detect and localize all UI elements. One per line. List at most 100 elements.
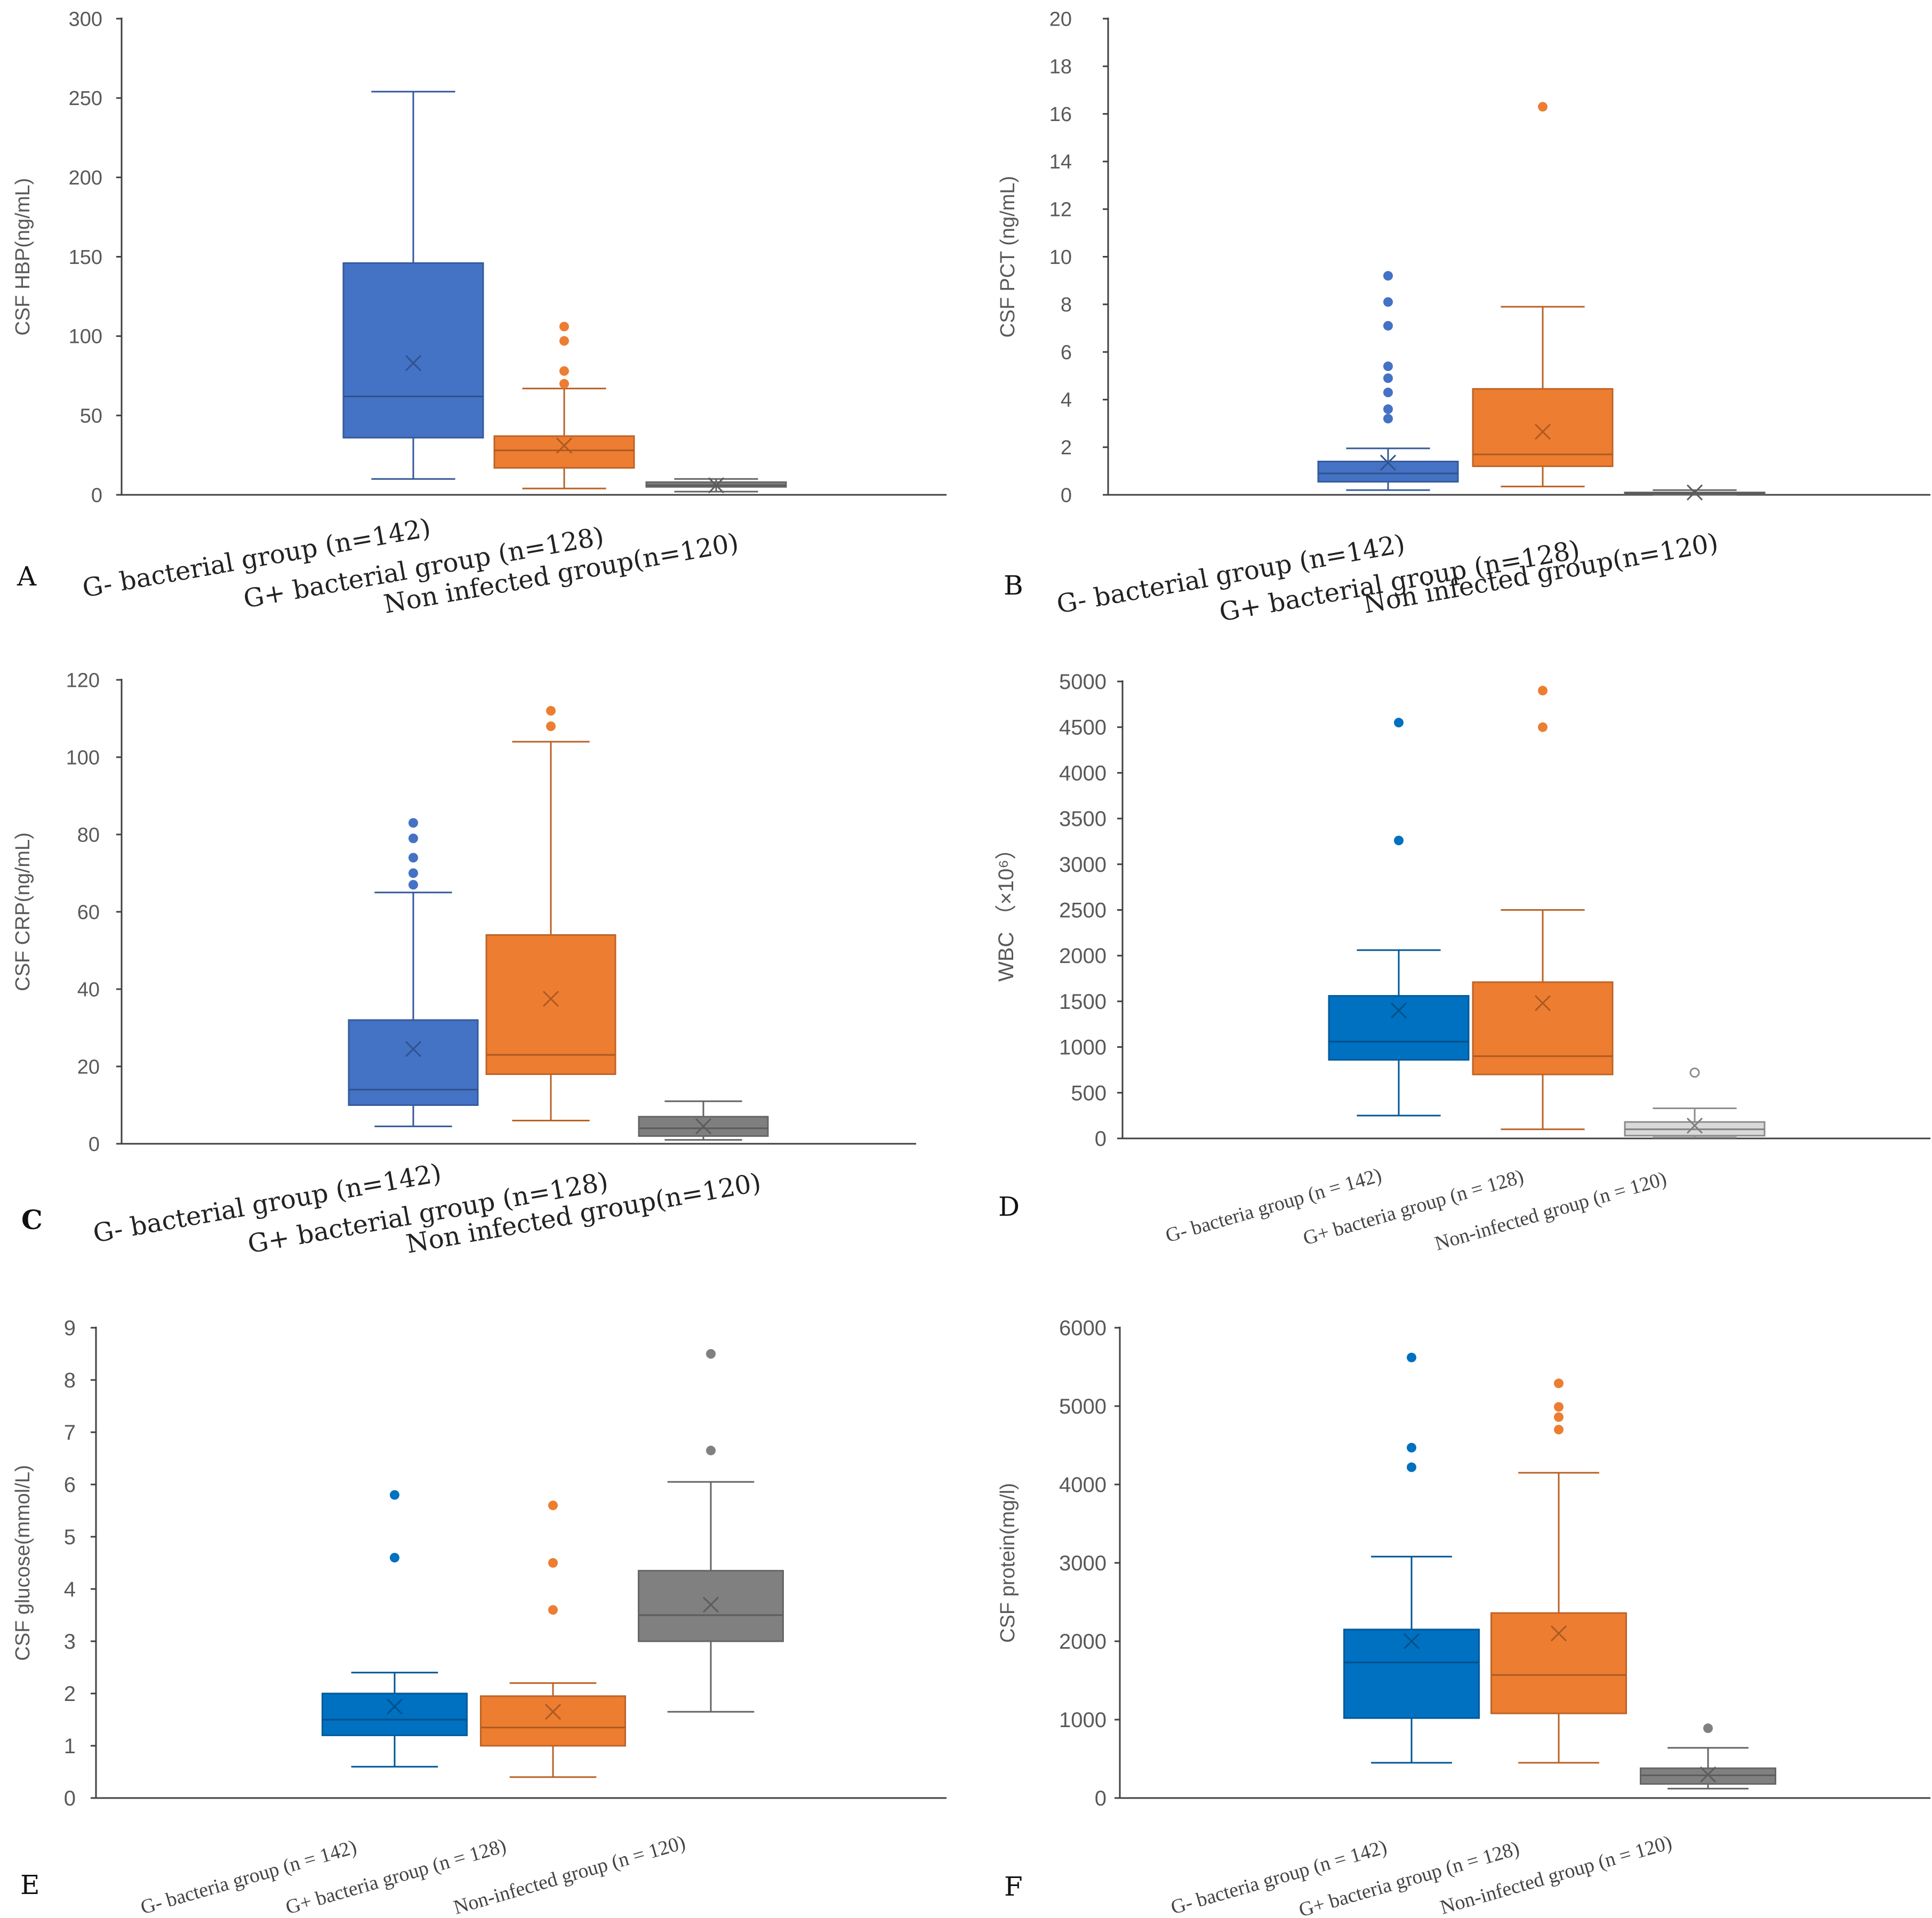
outlier-point — [1689, 1068, 1700, 1078]
outlier-point — [706, 1446, 716, 1456]
outlier-point — [1383, 297, 1393, 307]
y-tick-label: 9 — [64, 1317, 76, 1340]
y-axis-title: CSF HBP(ng/mL) — [12, 178, 34, 336]
y-tick-label: 500 — [1071, 1081, 1107, 1105]
mean-marker — [405, 1041, 422, 1057]
y-tick-label: 3500 — [1059, 807, 1107, 831]
y-axis-title: CSF PCT (ng/mL) — [997, 176, 1019, 338]
box-g-neg — [1343, 1352, 1480, 1764]
y-tick-label: 5 — [64, 1526, 76, 1549]
outlier-point — [1383, 414, 1393, 424]
mean-marker — [542, 991, 559, 1007]
y-tick-label: 250 — [69, 87, 102, 110]
box-non-infected — [638, 1100, 769, 1141]
outlier-point — [548, 1558, 558, 1568]
panel-label: A — [17, 561, 37, 592]
y-tick-label: 1000 — [1059, 1036, 1107, 1060]
mean-marker — [702, 1596, 719, 1613]
outlier-point — [706, 1349, 716, 1359]
outlier-point — [1407, 1352, 1416, 1362]
y-tick-label: 0 — [1095, 1787, 1107, 1810]
y-tick-label: 20 — [1049, 8, 1072, 30]
y-tick-label: 5000 — [1059, 1395, 1107, 1418]
y-tick-label: 40 — [77, 978, 100, 1001]
y-tick-label: 4000 — [1059, 761, 1107, 785]
iqr-box — [342, 262, 484, 439]
y-tick-label: 16 — [1049, 103, 1072, 126]
panel-label: F — [1004, 1871, 1023, 1902]
mean-marker — [1699, 1766, 1717, 1783]
y-axis-title: CSF CRP(ng/mL) — [12, 832, 34, 991]
mean-marker — [695, 1118, 712, 1135]
box-g-neg — [342, 91, 484, 480]
outlier-point — [390, 1490, 399, 1500]
mean-marker — [386, 1698, 403, 1715]
y-tick-label: 3000 — [1059, 1552, 1107, 1575]
y-tick-label: 8 — [64, 1369, 76, 1392]
box-non-infected — [1640, 1723, 1776, 1789]
panel-label: E — [20, 1869, 40, 1900]
panel-label: D — [998, 1191, 1020, 1222]
iqr-box — [638, 1570, 784, 1642]
y-tick-label: 6 — [64, 1473, 76, 1497]
outlier-point — [1383, 404, 1393, 414]
y-tick-label: 0 — [64, 1787, 76, 1810]
y-tick-label: 2000 — [1059, 1630, 1107, 1654]
outlier-point — [1394, 836, 1404, 846]
outlier-point — [1538, 722, 1548, 732]
y-tick-label: 7 — [64, 1421, 76, 1444]
iqr-box — [1490, 1612, 1627, 1714]
mean-marker — [1534, 995, 1551, 1012]
box-non-infected — [1624, 1068, 1766, 1138]
outlier-point — [548, 1605, 558, 1615]
panel-label: C — [21, 1204, 43, 1235]
y-tick-label: 10 — [1049, 246, 1072, 269]
y-tick-label: 14 — [1049, 151, 1072, 173]
outlier-point — [546, 721, 556, 731]
outlier-point — [1394, 718, 1404, 728]
y-tick-label: 1 — [64, 1735, 76, 1758]
outlier-point — [1554, 1378, 1564, 1389]
outlier-point — [1407, 1442, 1416, 1452]
outlier-point — [1383, 361, 1393, 371]
outlier-point — [559, 322, 569, 332]
outlier-point — [1383, 388, 1393, 398]
iqr-box — [1472, 388, 1614, 467]
y-tick-label: 6 — [1061, 341, 1072, 364]
iqr-box — [1328, 995, 1470, 1061]
outlier-point — [546, 706, 556, 716]
outlier-point — [1383, 271, 1393, 281]
mean-marker — [1380, 454, 1397, 471]
y-tick-label: 12 — [1049, 199, 1072, 221]
outlier-point — [408, 880, 418, 890]
iqr-box — [480, 1695, 626, 1747]
outlier-point — [559, 366, 569, 376]
box-g-pos — [1472, 686, 1614, 1130]
y-tick-label: 3 — [64, 1630, 76, 1654]
y-tick-label: 6000 — [1059, 1317, 1107, 1340]
outlier-point — [390, 1553, 399, 1563]
outlier-point — [559, 379, 569, 389]
mean-marker — [1686, 1117, 1703, 1134]
y-tick-label: 1500 — [1059, 990, 1107, 1014]
y-tick-label: 8 — [1061, 294, 1072, 316]
box-g-pos — [493, 322, 635, 489]
iqr-box — [1472, 981, 1614, 1076]
y-tick-label: 4 — [64, 1578, 76, 1601]
outlier-point — [548, 1500, 558, 1511]
y-tick-label: 0 — [1095, 1127, 1107, 1151]
y-tick-label: 300 — [69, 8, 102, 30]
iqr-box — [348, 1019, 479, 1106]
y-tick-label: 0 — [91, 484, 102, 507]
y-tick-label: 4500 — [1059, 716, 1107, 740]
y-tick-label: 20 — [77, 1056, 100, 1078]
y-tick-label: 80 — [77, 824, 100, 846]
box-g-neg — [348, 818, 479, 1127]
mean-marker — [556, 437, 573, 454]
iqr-box — [1317, 460, 1459, 483]
y-tick-label: 100 — [69, 326, 102, 348]
outlier-point — [1538, 102, 1548, 112]
y-tick-label: 150 — [69, 246, 102, 269]
